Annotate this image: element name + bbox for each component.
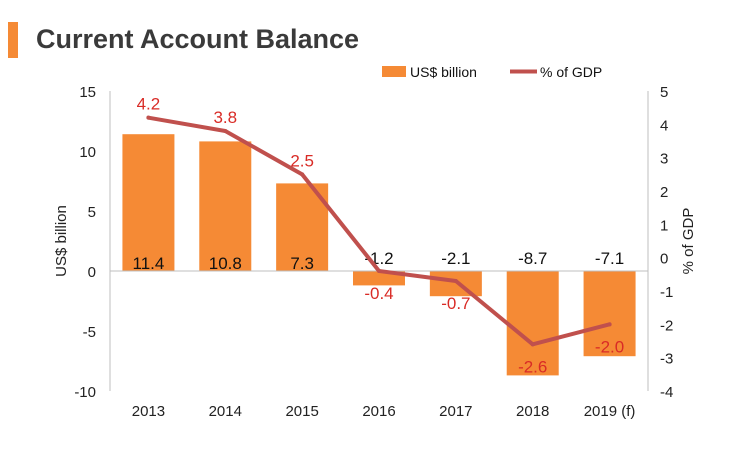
x-tick-label: 2015 — [285, 403, 318, 420]
bar — [583, 271, 636, 357]
title-accent-bar — [8, 22, 18, 58]
y2-axis-title: % of GDP — [680, 208, 697, 275]
x-tick-label: 2018 — [516, 403, 549, 420]
left-tick-label: -10 — [74, 384, 96, 401]
legend-label-bar: US$ billion — [410, 64, 477, 80]
y-axis-title: US$ billion — [53, 205, 70, 277]
bar-data-label: -8.7 — [518, 249, 547, 268]
line-data-label: 3.8 — [213, 108, 237, 127]
line-data-label: -0.7 — [441, 294, 470, 313]
right-tick-label: -2 — [660, 317, 673, 334]
x-tick-label: 2019 (f) — [584, 403, 636, 420]
bar-data-label: -7.1 — [595, 249, 624, 268]
bar-data-label: -2.1 — [441, 249, 470, 268]
bar — [506, 271, 559, 376]
right-tick-label: -3 — [660, 351, 673, 368]
legend-label-line: % of GDP — [540, 64, 602, 80]
line-point — [146, 115, 151, 120]
right-tick-label: 0 — [660, 251, 668, 268]
chart-title: Current Account Balance — [36, 24, 360, 54]
bar — [199, 141, 252, 271]
right-tick-label: -4 — [660, 384, 673, 401]
line-data-label: -2.6 — [518, 357, 547, 376]
line-point — [530, 342, 535, 347]
bar-data-label: 7.3 — [290, 254, 314, 273]
left-tick-label: -5 — [83, 324, 96, 341]
left-tick-label: 10 — [79, 144, 96, 161]
line-data-label: -2.0 — [595, 337, 624, 356]
right-tick-label: -1 — [660, 284, 673, 301]
bar-data-label: 11.4 — [133, 254, 165, 273]
line-data-label: -0.4 — [364, 284, 393, 303]
line-point — [607, 322, 612, 327]
right-tick-label: 5 — [660, 84, 668, 101]
line-data-label: 4.2 — [137, 95, 161, 114]
right-tick-label: 1 — [660, 217, 668, 234]
left-tick-label: 5 — [88, 204, 96, 221]
x-tick-label: 2013 — [132, 403, 165, 420]
line-data-label: 2.5 — [290, 151, 314, 170]
bar — [122, 134, 175, 271]
x-tick-label: 2016 — [362, 403, 395, 420]
legend-swatch-bar — [382, 66, 406, 77]
line-point — [377, 269, 381, 273]
right-tick-label: 3 — [660, 151, 668, 168]
line-point — [300, 172, 305, 177]
bar-data-label: 10.8 — [209, 254, 242, 273]
right-tick-label: 4 — [660, 117, 668, 134]
right-tick-label: 2 — [660, 184, 668, 201]
x-tick-label: 2014 — [209, 403, 242, 420]
x-tick-label: 2017 — [439, 403, 472, 420]
line-point — [453, 279, 458, 283]
bar — [429, 271, 482, 297]
line-point — [223, 129, 228, 133]
left-tick-label: 15 — [79, 84, 96, 101]
left-tick-label: 0 — [88, 264, 96, 281]
